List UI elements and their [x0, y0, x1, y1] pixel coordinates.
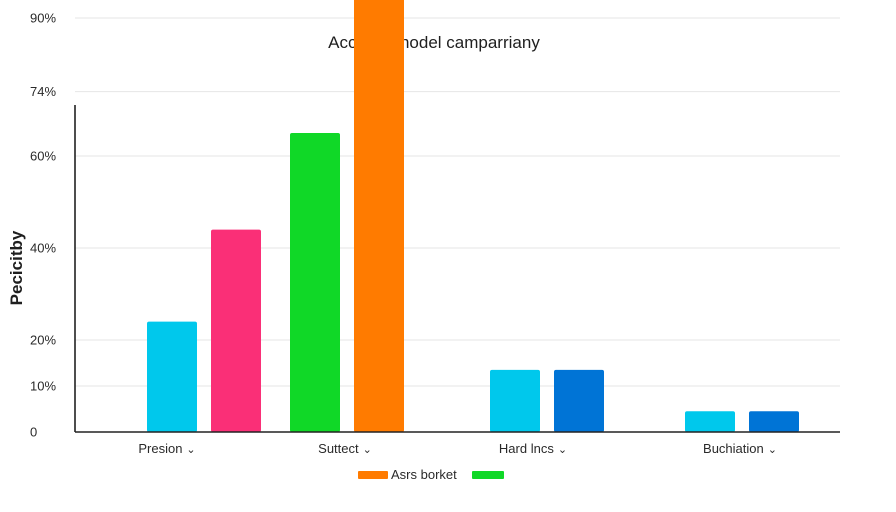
gridlines	[75, 17, 840, 387]
category-selector[interactable]: Hard lncs ⌄	[499, 441, 567, 456]
category-label[interactable]: Suttect ⌄	[318, 441, 372, 456]
bar-hard-lncs-2	[554, 369, 604, 432]
bar-buchiation-2	[749, 411, 799, 432]
category-label-text: Presion	[138, 441, 182, 456]
y-tick-label: 90%	[30, 11, 56, 26]
bar-hard-lncs-1	[490, 369, 540, 432]
y-tick-labels: 0 10% 20% 40% 60% 74% 90%	[30, 11, 56, 440]
category-label[interactable]: Hard lncs ⌄	[499, 441, 567, 456]
bars	[147, 0, 799, 432]
y-axis-label: Pecicitby	[7, 230, 26, 305]
y-tick-label: 0	[30, 425, 37, 440]
category-selector[interactable]: Buchiation ⌄	[703, 441, 777, 456]
category-label[interactable]: Presion ⌄	[138, 441, 195, 456]
legend-swatch	[472, 471, 504, 479]
chevron-down-icon[interactable]: ⌄	[768, 444, 777, 456]
bar-suttect-1	[290, 133, 340, 432]
bar-presion-2	[211, 229, 261, 432]
x-category-labels: Presion ⌄ Suttect ⌄ Hard lncs ⌄ Buchiation ⌄	[138, 441, 777, 456]
category-label-text: Suttect	[318, 441, 359, 456]
chevron-down-icon[interactable]: ⌄	[186, 444, 195, 456]
y-tick-label: 20%	[30, 333, 56, 348]
category-selector[interactable]: Presion ⌄	[138, 441, 195, 456]
chevron-down-icon[interactable]: ⌄	[363, 444, 372, 456]
legend-entry-label: Asrs borket	[391, 467, 457, 482]
bar-buchiation-1	[685, 411, 735, 432]
category-selector[interactable]: Suttect ⌄	[318, 441, 372, 456]
y-tick-label: 74%	[30, 84, 56, 99]
y-tick-label: 40%	[30, 241, 56, 256]
category-label[interactable]: Buchiation ⌄	[703, 441, 777, 456]
legend: Asrs borket	[358, 467, 504, 482]
category-label-text: Hard lncs	[499, 441, 554, 456]
chevron-down-icon[interactable]: ⌄	[558, 444, 567, 456]
bar-suttect-2	[354, 0, 404, 432]
legend-swatch	[358, 471, 388, 479]
y-tick-label: 60%	[30, 149, 56, 164]
bar-presion-1	[147, 321, 197, 432]
y-tick-label: 10%	[30, 379, 56, 394]
category-label-text: Buchiation	[703, 441, 764, 456]
